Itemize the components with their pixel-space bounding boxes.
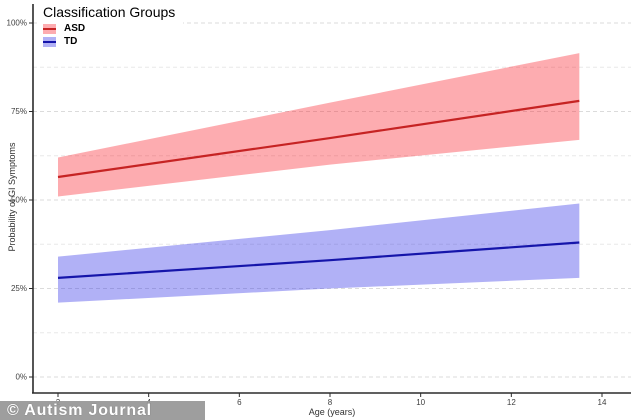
td-band-swatch: [43, 36, 56, 47]
legend-title: Classification Groups: [43, 4, 176, 20]
y-tick-label: 75%: [11, 107, 27, 116]
legend-entry-asd: ASD: [43, 23, 175, 34]
x-tick-label: 14: [598, 398, 607, 407]
y-tick-label: 50%: [11, 196, 27, 205]
asd-line-swatch: [43, 27, 56, 30]
watermark: © Autism Journal: [0, 401, 205, 420]
y-tick-label: 100%: [7, 19, 27, 28]
asd-band-swatch: [43, 23, 56, 34]
td-line-swatch: [43, 40, 56, 43]
x-axis-title: Age (years): [308, 407, 356, 417]
asd-confidence-band: [58, 53, 580, 197]
y-axis-title: Probability of GI Symptoms: [7, 142, 17, 252]
y-tick-label: 0%: [15, 373, 27, 382]
legend-entry-td: TD: [43, 36, 175, 47]
legend-label-td: TD: [64, 36, 78, 47]
legend: Classification Groups ASD TD: [40, 2, 184, 51]
legend-label-asd: ASD: [64, 23, 86, 34]
x-tick-label: 6: [237, 398, 242, 407]
x-tick-label: 8: [328, 398, 333, 407]
td-confidence-band: [58, 203, 580, 303]
asd-line: [57, 99, 580, 179]
x-tick-label: 10: [416, 398, 425, 407]
td-line: [57, 241, 580, 279]
x-tick-label: 12: [507, 398, 516, 407]
y-tick-label: 25%: [11, 284, 27, 293]
